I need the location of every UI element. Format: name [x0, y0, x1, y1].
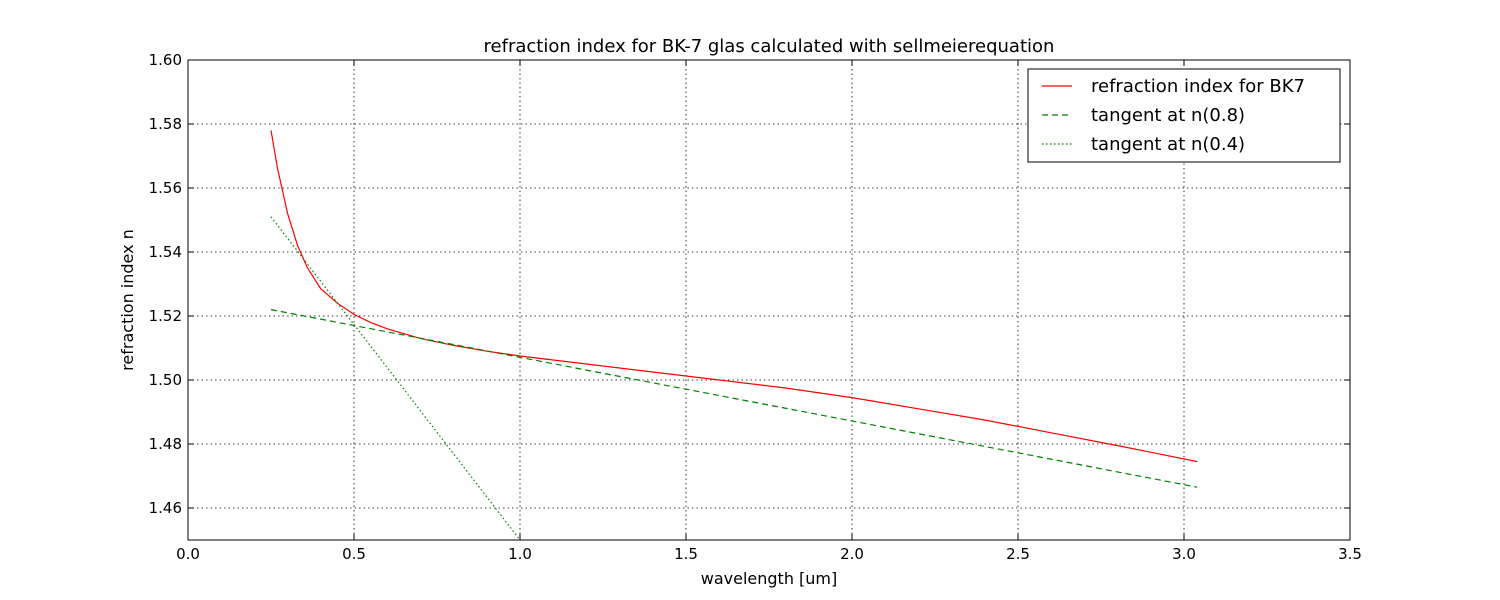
y-tick-label: 1.56: [149, 179, 182, 197]
x-tick-label: 3.5: [1338, 545, 1362, 563]
x-axis-title: wavelength [um]: [701, 569, 838, 588]
legend-label-bk7: refraction index for BK7: [1091, 76, 1305, 97]
series-line-1: [270, 309, 1198, 488]
y-tick-label: 1.54: [149, 243, 182, 261]
y-tick-label: 1.60: [149, 51, 182, 69]
y-tick-label: 1.58: [149, 115, 182, 133]
legend: refraction index for BK7 tangent at n(0.…: [1027, 68, 1341, 163]
x-tick-label: 1.0: [508, 545, 532, 563]
y-tick-label: 1.46: [149, 499, 182, 517]
legend-label-tangent-0-8: tangent at n(0.8): [1091, 105, 1245, 126]
chart-title: refraction index for BK-7 glas calculate…: [484, 36, 1055, 57]
x-tick-label: 0.5: [342, 545, 366, 563]
x-tick-label: 1.5: [674, 545, 698, 563]
ticks: 0.0 0.5 1.0 1.5 2.0 2.5 3.0 3.5 1.46 1.48 1.50 1.52…: [149, 51, 1362, 563]
y-tick-label: 1.52: [149, 307, 182, 325]
grid: [188, 60, 1350, 540]
legend-frame: [1027, 68, 1341, 163]
plot-frame: [187, 59, 1351, 541]
x-tick-label: 2.5: [1006, 545, 1030, 563]
y-tick-label: 1.50: [149, 371, 182, 389]
plot-series: [270, 130, 1198, 540]
y-axis-title: refraction index n: [118, 229, 137, 371]
x-tick-label: 2.0: [840, 545, 864, 563]
legend-label-tangent-0-4: tangent at n(0.4): [1091, 134, 1245, 155]
x-tick-label: 0.0: [176, 545, 200, 563]
x-tick-label: 3.0: [1172, 545, 1196, 563]
y-tick-label: 1.48: [149, 435, 182, 453]
